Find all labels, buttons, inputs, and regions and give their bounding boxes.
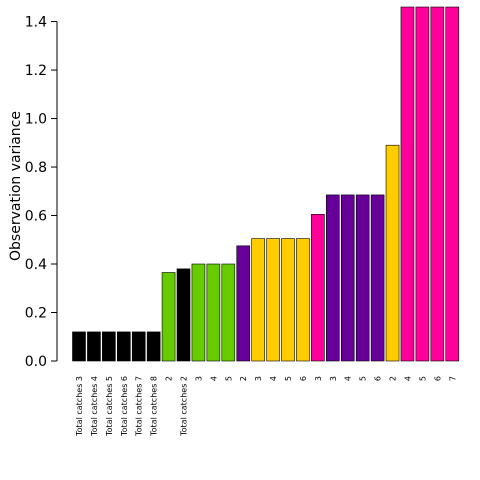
y-tick-label: 0.4 (25, 257, 47, 273)
bar (146, 331, 161, 362)
y-tick-label: 0.8 (25, 160, 47, 176)
bar (326, 194, 340, 362)
x-tick-label: 2 (239, 376, 248, 381)
bar (385, 144, 400, 362)
bar (116, 331, 131, 362)
x-tick-label: 6 (433, 376, 442, 381)
x-tick-label: Total catches 5 (105, 376, 114, 437)
bar (340, 194, 355, 362)
bar (370, 194, 385, 362)
bars (72, 6, 460, 362)
x-tick-label: 3 (314, 376, 323, 381)
x-tick-label: 4 (344, 376, 353, 381)
y-tick-label: 0.2 (25, 306, 47, 322)
bar (430, 6, 445, 362)
bar (251, 238, 265, 362)
x-tick-label: Total catches 7 (135, 376, 144, 437)
bar (87, 331, 101, 362)
x-tick-label: 5 (359, 376, 368, 381)
x-tick-label: 3 (194, 376, 203, 381)
x-tick-label: 7 (448, 376, 457, 381)
x-tick-label: Total catches 4 (90, 376, 99, 437)
x-tick-label: 3 (329, 376, 338, 381)
x-tick-labels: Total catches 3 Total catches 4 Total catc… (75, 376, 457, 437)
bar (400, 6, 415, 362)
bar (161, 272, 176, 362)
bar (176, 268, 191, 362)
x-tick-label: Total catches 6 (120, 376, 129, 437)
bar (296, 238, 310, 362)
x-tick-label: 6 (299, 376, 308, 381)
bar (221, 263, 236, 362)
y-tick-label: 1.4 (25, 15, 47, 31)
bar (355, 194, 370, 362)
x-tick-label: 2 (389, 376, 398, 381)
bar (236, 245, 251, 362)
y-tick-label: 1.2 (25, 63, 47, 79)
y-tick-label: 0.6 (25, 209, 47, 225)
y-tick-label: 1.0 (25, 112, 47, 128)
x-tick-label: 5 (418, 376, 427, 381)
x-tick-label: Total catches 8 (150, 376, 159, 437)
x-tick-label: 4 (269, 376, 278, 381)
x-tick-label: 6 (374, 376, 383, 381)
bar (72, 331, 86, 362)
x-tick-label: 5 (224, 376, 233, 381)
y-tick-label: 0.0 (25, 354, 47, 370)
bar (102, 331, 116, 362)
x-tick-label: Total catches 3 (75, 376, 84, 437)
bar (206, 263, 221, 362)
x-tick-label: 2 (165, 376, 174, 381)
x-tick-label: Total catches 2 (180, 376, 189, 437)
y-axis-label: Observation variance (8, 111, 24, 261)
bar (191, 263, 206, 362)
bar (266, 238, 280, 362)
x-tick-label: 4 (403, 376, 412, 381)
x-tick-label: 4 (209, 376, 218, 381)
bar (445, 6, 460, 362)
bar (131, 331, 146, 362)
bar (311, 214, 325, 362)
y-axis: 0.0 0.2 0.4 0.6 0.8 1.0 1.2 1.4 (25, 15, 58, 370)
bar (415, 6, 430, 362)
bar (281, 238, 295, 362)
x-tick-label: 3 (254, 376, 263, 381)
x-tick-label: 5 (284, 376, 293, 381)
